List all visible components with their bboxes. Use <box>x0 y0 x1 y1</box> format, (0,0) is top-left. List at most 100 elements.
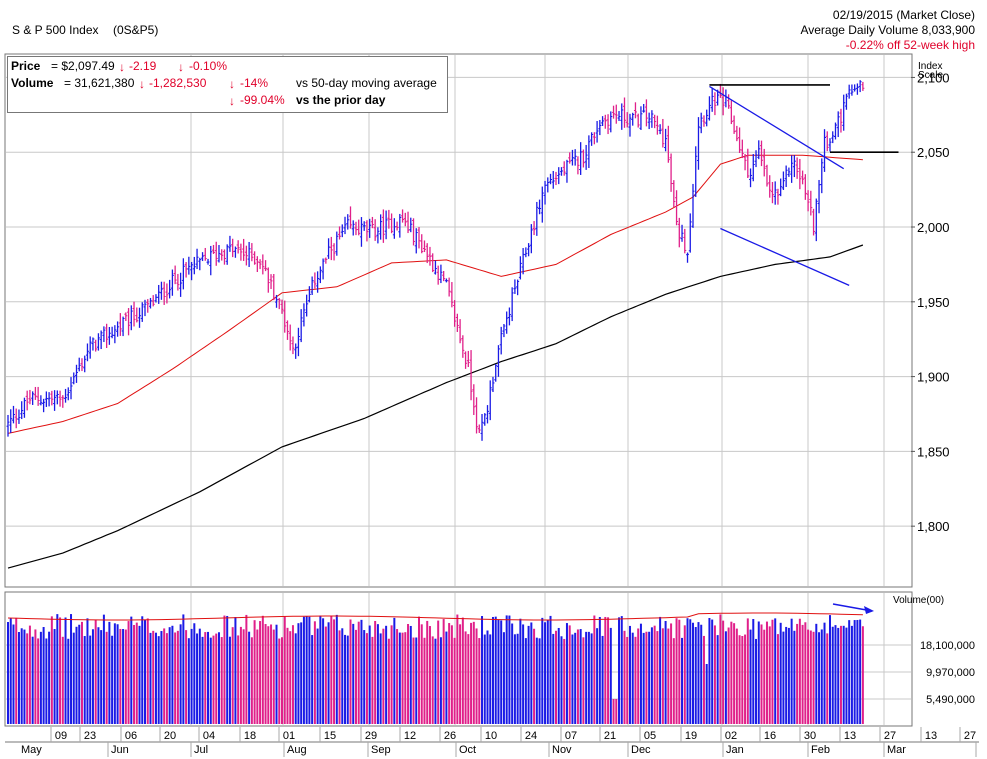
price-bar <box>77 357 81 372</box>
price-bar <box>422 240 426 253</box>
volume-bar <box>26 633 29 724</box>
volume-bar <box>719 614 722 724</box>
volume-bar <box>163 628 166 724</box>
price-bar <box>653 114 657 129</box>
volume-bar <box>396 629 399 724</box>
volume-bar <box>360 619 363 724</box>
price-bar <box>699 112 703 134</box>
x-month-label: Jul <box>194 744 208 756</box>
price-bar <box>642 103 646 113</box>
volume-bar <box>587 631 590 724</box>
price-bar <box>398 213 402 238</box>
volume-bar <box>730 621 733 724</box>
price-bar <box>332 243 336 261</box>
price-axis: 2,100 2,050 2,000 1,950 1,900 1,850 1,800 <box>911 70 950 534</box>
volume-bar <box>579 629 582 724</box>
volume-bar <box>491 616 494 724</box>
volume-bar <box>122 629 125 724</box>
price-bar <box>636 113 640 128</box>
price-grid <box>6 55 911 586</box>
price-bar <box>159 281 163 300</box>
volume-bar <box>478 638 481 724</box>
price-bar <box>222 249 226 265</box>
price-bar <box>466 350 470 368</box>
volume-bar <box>829 615 831 724</box>
price-bar <box>576 156 580 175</box>
volume-bar <box>431 636 434 724</box>
axis-label-index: Index <box>918 61 942 72</box>
volume-bar <box>149 632 152 724</box>
volume-bar <box>53 629 56 724</box>
y-tick-label: 2,050 <box>917 145 950 160</box>
price-bar <box>603 114 607 129</box>
price-bar <box>661 118 665 148</box>
price-bar <box>285 320 289 340</box>
volume-bar <box>722 620 725 724</box>
volume-bar <box>856 619 859 724</box>
volume-bar <box>776 634 779 724</box>
x-day-label: 21 <box>604 730 616 742</box>
price-bar <box>814 198 818 242</box>
price-bar <box>554 171 558 186</box>
price-bar <box>549 173 553 185</box>
volume-bar <box>437 620 440 724</box>
trendline-channel-top <box>709 85 845 170</box>
volume-bar <box>12 624 15 724</box>
price-bar <box>798 158 802 190</box>
price-bar <box>258 259 262 270</box>
price-bar <box>587 135 591 169</box>
volume-bar <box>815 623 818 724</box>
volume-bar <box>842 625 845 724</box>
x-day-label: 07 <box>565 730 577 742</box>
volume-bar <box>31 636 34 724</box>
volume-bar <box>771 619 774 724</box>
price-bar <box>384 210 388 240</box>
price-bar <box>617 111 621 121</box>
price-bar <box>650 110 654 128</box>
volume-bar <box>459 624 462 724</box>
volume-bar <box>100 630 103 724</box>
price-bar <box>272 273 276 301</box>
avg-volume-label: Average Daily Volume 8,033,900 <box>800 23 975 37</box>
x-day-label: 16 <box>764 730 776 742</box>
volume-arrow <box>832 603 874 614</box>
price-bar <box>833 122 837 140</box>
volume-bar <box>176 630 179 724</box>
volume-bar <box>363 630 366 724</box>
price-bar <box>124 312 128 321</box>
price-bar <box>376 227 380 244</box>
price-bar <box>381 209 385 243</box>
price-bar <box>762 148 766 177</box>
price-bar <box>53 390 57 411</box>
price-bar <box>702 115 706 127</box>
x-day-label: 27 <box>964 730 976 742</box>
price-bar <box>151 295 155 307</box>
volume-bar <box>130 616 133 724</box>
price-bar <box>318 266 322 284</box>
price-bar <box>496 345 500 377</box>
price-bar <box>36 386 40 406</box>
volume-bar <box>801 624 804 724</box>
volume-bar <box>667 628 670 724</box>
volume-bar <box>67 638 70 724</box>
volume-bar <box>371 636 374 724</box>
volume-bar <box>144 619 146 724</box>
price-bar <box>688 213 692 253</box>
volume-vs-ma-pct: -14% <box>240 76 269 90</box>
price-bar <box>686 252 690 263</box>
volume-bar <box>420 624 423 724</box>
volume-bar <box>64 617 67 724</box>
price-bar <box>516 279 520 296</box>
price-bar <box>751 154 755 182</box>
volume-bar <box>483 634 486 724</box>
price-bar <box>307 286 311 303</box>
volume-bar <box>102 614 105 724</box>
x-month-label: Oct <box>459 744 476 756</box>
volume-bar <box>270 624 273 724</box>
volume-bar <box>453 637 456 724</box>
price-bar <box>754 150 758 168</box>
price-bar <box>365 220 369 242</box>
volume-bar <box>752 619 755 724</box>
price-bar <box>631 112 635 126</box>
price-bar <box>773 181 777 205</box>
